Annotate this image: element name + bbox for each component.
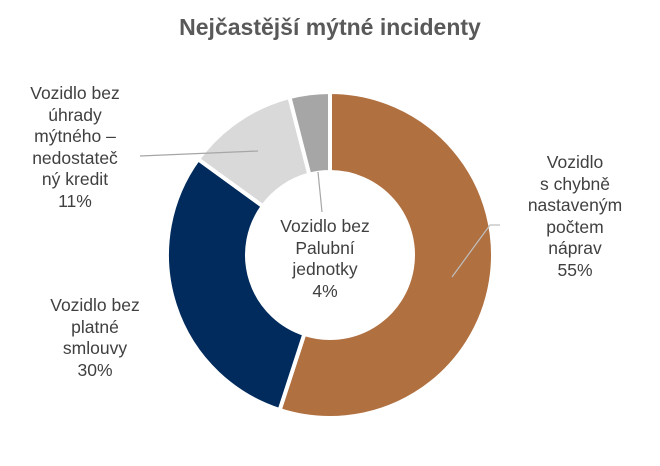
label-line: Palubní — [295, 237, 355, 258]
label-line: Vozidlo — [546, 152, 604, 172]
label-line: úhrady — [48, 104, 102, 125]
data-label-obu: Vozidlo bez Palubní jednotky 4% — [260, 216, 390, 302]
label-line: platné — [71, 316, 119, 337]
label-line: Vozidlo bez — [50, 295, 140, 315]
label-line: s chybně — [539, 173, 611, 194]
data-label-contract: Vozidlo bez platné smlouvy 30% — [30, 295, 160, 381]
label-line: nastaveným — [527, 195, 623, 215]
label-line: nedostateč — [32, 147, 118, 168]
label-percent: 55% — [557, 259, 593, 280]
label-percent: 30% — [77, 359, 113, 380]
label-line: náprav — [548, 238, 602, 258]
label-line: Vozidlo bez — [280, 216, 370, 236]
slice-axles — [277, 89, 495, 420]
label-line: jednotky — [292, 259, 358, 279]
slice-obu — [287, 89, 332, 178]
data-label-axles: Vozidlo s chybně nastaveným počtem nápra… — [505, 152, 645, 281]
label-percent: 11% — [58, 190, 92, 211]
label-line: počtem — [546, 216, 604, 237]
slice-contract — [165, 156, 307, 413]
leader-line-obu — [317, 171, 323, 213]
label-line: mýtného – — [34, 126, 116, 146]
leader-line-credit — [139, 150, 259, 157]
leader-line-axles — [451, 224, 500, 278]
chart-title: Nejčastější mýtné incidenty — [179, 14, 481, 40]
data-label-credit: Vozidlo bez úhrady mýtného – nedostateč … — [10, 83, 140, 212]
label-line: smlouvy — [62, 338, 128, 358]
donut-slices — [165, 89, 495, 420]
label-line: Vozidlo bez — [30, 83, 120, 103]
label-line: ný kredit — [41, 169, 109, 189]
label-percent: 4% — [312, 280, 338, 301]
